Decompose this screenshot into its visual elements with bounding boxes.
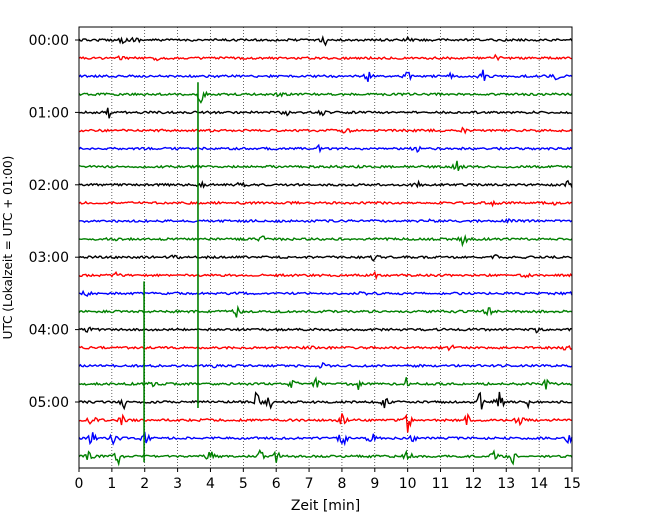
trace-0400 (78, 326, 573, 334)
trace-0230 (78, 217, 573, 224)
x-tick-label: 12 (464, 476, 482, 492)
trace-0115 (78, 126, 573, 135)
y-axis-label: UTC (Lokalzeit = UTC + 01:00) (1, 156, 15, 340)
trace-0130 (78, 143, 573, 154)
y-tick-label: 00:00 (29, 33, 69, 49)
y-tick-label: 02:00 (29, 178, 69, 194)
x-tick-label: 9 (370, 476, 379, 492)
trace-0515 (78, 412, 573, 433)
trace-0445 (78, 376, 573, 390)
trace-0415 (78, 344, 573, 352)
trace-0330 (78, 289, 573, 297)
x-tick-label: 8 (337, 476, 346, 492)
y-tick-label: 01:00 (29, 105, 69, 121)
x-tick-label: 4 (206, 476, 215, 492)
x-axis-ticks: 0 1 2 3 4 5 6 7 8 9 10 11 12 13 14 15 (75, 468, 581, 492)
x-tick-label: 15 (563, 476, 581, 492)
trace-0030 (78, 69, 573, 82)
trace-0215 (78, 199, 573, 208)
x-tick-label: 10 (399, 476, 417, 492)
trace-0045 (78, 90, 573, 104)
trace-0345 (78, 304, 573, 318)
y-tick-label: 04:00 (29, 323, 69, 339)
trace-0300 (78, 254, 573, 262)
y-tick-label: 05:00 (29, 395, 69, 411)
x-tick-label: 6 (272, 476, 281, 492)
y-tick-label: 03:00 (29, 250, 69, 266)
trace-0530 (78, 431, 573, 447)
trace-0545 (78, 448, 573, 467)
trace-0000 (78, 34, 573, 47)
trace-0245 (78, 233, 573, 248)
x-tick-label: 13 (497, 476, 515, 492)
trace-0500 (78, 391, 572, 411)
x-tick-label: 0 (75, 476, 84, 492)
trace-0145 (78, 160, 573, 172)
trace-0315 (78, 270, 573, 281)
x-tick-label: 7 (305, 476, 314, 492)
plot-frame (78, 26, 573, 469)
trace-0015 (78, 53, 573, 62)
x-tick-label: 2 (140, 476, 149, 492)
x-tick-label: 1 (107, 476, 116, 492)
x-tick-label: 5 (239, 476, 248, 492)
trace-lines (78, 34, 573, 467)
trace-0200 (78, 179, 573, 189)
y-axis-ticks: 00:00 01:00 02:00 03:00 04:00 05:00 (29, 33, 79, 411)
x-tick-label: 14 (530, 476, 548, 492)
x-tick-label: 11 (432, 476, 450, 492)
x-axis-label: Zeit [min] (291, 498, 360, 514)
x-tick-label: 3 (173, 476, 182, 492)
trace-0430 (78, 362, 573, 369)
trace-0100 (78, 107, 573, 119)
